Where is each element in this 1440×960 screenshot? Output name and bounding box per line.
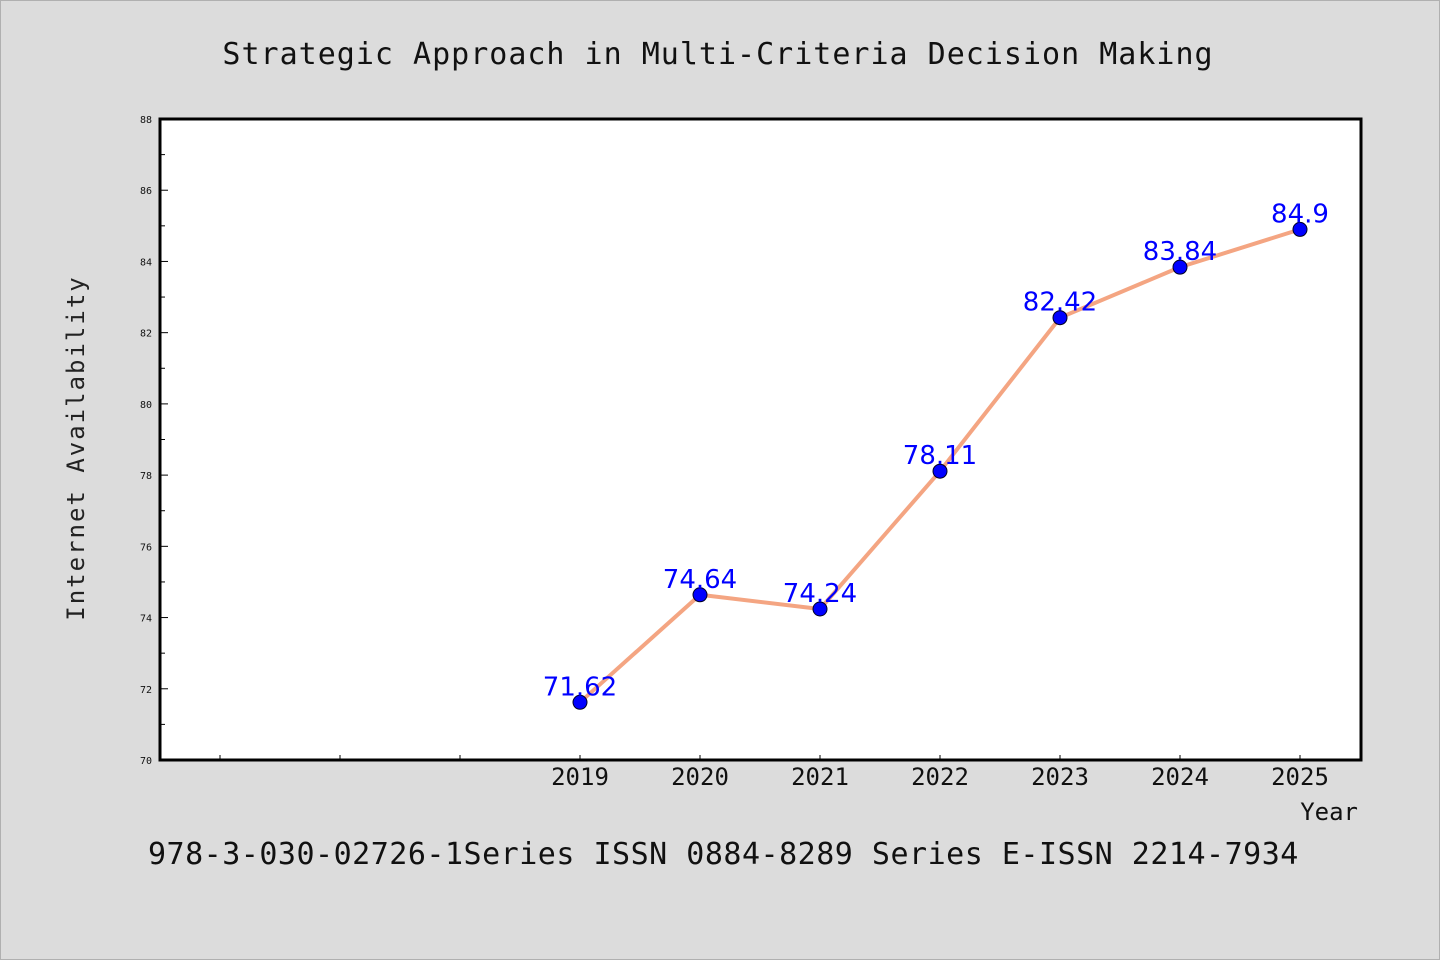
y-tick-label: 84 bbox=[140, 257, 152, 268]
data-point bbox=[932, 463, 948, 479]
data-label: 74.24 bbox=[783, 579, 857, 609]
plot-area bbox=[158, 117, 1363, 762]
y-tick-label: 74 bbox=[140, 614, 152, 625]
x-axis: 2019 2020 2021 2022 2023 2024 2025 bbox=[219, 755, 1329, 791]
y-tick-label: 70 bbox=[140, 756, 152, 767]
x-tick-label: 2019 bbox=[551, 763, 609, 791]
x-tick-label: 2025 bbox=[1271, 763, 1329, 791]
y-tick-label: 78 bbox=[140, 471, 152, 482]
footer-isbn: 978-3-030-02726-1Series ISSN 0884-8289 S… bbox=[148, 837, 1299, 872]
data-point bbox=[1172, 259, 1188, 275]
y-axis-label: Internet Availability bbox=[62, 275, 90, 620]
data-point bbox=[1292, 221, 1308, 237]
series-line bbox=[572, 221, 1308, 710]
chart-title: Strategic Approach in Multi-Criteria Dec… bbox=[222, 37, 1213, 72]
x-tick-label: 2022 bbox=[911, 763, 969, 791]
y-tick-label: 86 bbox=[140, 186, 152, 197]
x-tick-label: 2020 bbox=[671, 763, 729, 791]
y-axis: 70 72 74 76 78 80 82 84 86 88 bbox=[140, 115, 168, 767]
data-label: 74.64 bbox=[663, 565, 737, 595]
data-label: 82.42 bbox=[1023, 288, 1097, 318]
x-tick-label: 2024 bbox=[1151, 763, 1209, 791]
x-tick-label: 2021 bbox=[791, 763, 849, 791]
y-tick-label: 88 bbox=[140, 115, 152, 126]
data-point bbox=[692, 587, 708, 603]
data-label: 78.11 bbox=[903, 441, 977, 471]
y-tick-label: 82 bbox=[140, 329, 152, 340]
data-label: 71.62 bbox=[543, 672, 617, 702]
data-point bbox=[1052, 310, 1068, 326]
data-labels: 71.62 74.64 74.24 78.11 82.42 83.84 84.9 bbox=[543, 199, 1329, 702]
data-label: 84.9 bbox=[1271, 199, 1329, 229]
data-label: 83.84 bbox=[1143, 237, 1217, 267]
y-tick-label: 76 bbox=[140, 542, 152, 553]
y-tick-label: 80 bbox=[140, 400, 152, 411]
data-point bbox=[572, 694, 588, 710]
x-tick-label: 2023 bbox=[1031, 763, 1089, 791]
y-tick-label: 72 bbox=[140, 685, 152, 696]
data-point bbox=[812, 601, 828, 617]
x-axis-label: Year bbox=[1300, 798, 1358, 826]
